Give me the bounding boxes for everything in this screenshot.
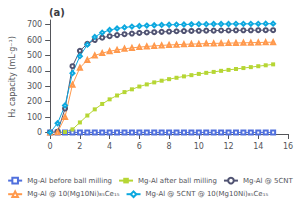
svg-text:14: 14 — [253, 142, 263, 151]
svg-text:16: 16 — [283, 142, 293, 151]
svg-text:100: 100 — [27, 113, 42, 122]
svg-text:12: 12 — [223, 142, 233, 151]
svg-text:(a): (a) — [49, 7, 65, 18]
svg-text:4: 4 — [107, 142, 112, 151]
svg-text:Mg-Al @ 10(Mg10Ni)₈₅Ce₁₅: Mg-Al @ 10(Mg10Ni)₈₅Ce₁₅ — [27, 190, 120, 198]
svg-text:500: 500 — [27, 51, 42, 60]
svg-text:H₂ capacity (mL·g⁻¹): H₂ capacity (mL·g⁻¹) — [8, 36, 17, 118]
svg-text:6: 6 — [137, 142, 142, 151]
svg-text:Mg-Al @ 5CNT @ 10(Mg10Ni)₈₅Ce₁: Mg-Al @ 5CNT @ 10(Mg10Ni)₈₅Ce₁₅ — [146, 190, 269, 198]
svg-text:Mg-Al @ 5CNT: Mg-Al @ 5CNT — [243, 177, 294, 185]
svg-text:0: 0 — [37, 128, 42, 137]
svg-text:8: 8 — [167, 142, 172, 151]
svg-text:Mg-Al after ball milling: Mg-Al after ball milling — [138, 177, 217, 185]
svg-text:300: 300 — [27, 82, 42, 91]
svg-text:0: 0 — [48, 142, 53, 151]
svg-text:Mg-Al before ball milling: Mg-Al before ball milling — [27, 177, 112, 185]
svg-text:10: 10 — [194, 142, 204, 151]
svg-text:2: 2 — [77, 142, 82, 151]
svg-text:400: 400 — [27, 66, 42, 75]
svg-text:700: 700 — [27, 20, 42, 29]
svg-text:600: 600 — [27, 36, 42, 45]
svg-text:200: 200 — [27, 97, 42, 106]
